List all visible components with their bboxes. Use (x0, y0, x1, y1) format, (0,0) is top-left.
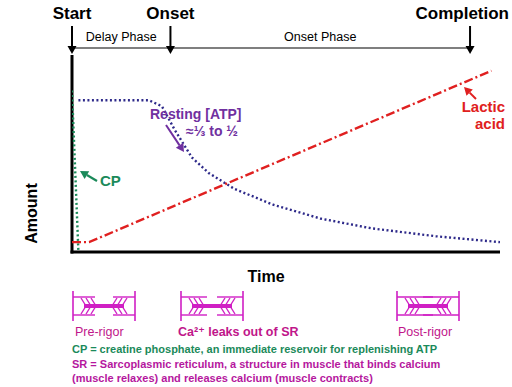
label-line: Lactic (462, 98, 505, 115)
cross-bridge (405, 306, 410, 314)
actin (113, 314, 135, 315)
event-arrow (68, 26, 77, 54)
arrow-head (166, 46, 175, 54)
cross-bridge (225, 306, 230, 314)
annotation-arrow (464, 87, 476, 99)
cross-bridge (91, 306, 96, 314)
annotation-arrow (166, 125, 184, 152)
cross-bridge (436, 298, 441, 306)
actin (73, 296, 95, 297)
actin (217, 314, 243, 315)
arrow-head (176, 143, 184, 152)
series-label: Lacticacid (462, 98, 505, 132)
series-line (72, 90, 78, 252)
arrow-head (68, 46, 77, 54)
cross-bridge (91, 298, 96, 306)
event-label: Start (53, 4, 92, 23)
series-line (72, 71, 491, 242)
cross-bridge (112, 306, 117, 314)
cross-bridge (220, 306, 225, 314)
event-label: Completion (416, 4, 510, 23)
cross-bridge (441, 306, 446, 314)
cross-bridge (117, 298, 122, 306)
actin (181, 314, 207, 315)
z-line (134, 291, 136, 321)
note: (muscle relaxes) and releases calcium (m… (72, 372, 373, 384)
annotation: ≈⅓ to ½ (186, 123, 238, 139)
cross-bridge (199, 298, 204, 306)
series-group (72, 71, 500, 252)
arrow-shaft (469, 26, 471, 46)
cross-bridge (405, 298, 410, 306)
stage-label: Ca²⁺ leaks out of SR (178, 325, 299, 339)
phase-label: Delay Phase (86, 30, 157, 44)
x-axis-label: Time (247, 268, 284, 285)
cross-bridge (122, 298, 127, 306)
chart: Start Onset Completion Delay Phase Onset Pha… (0, 0, 512, 387)
arrow-head (464, 87, 473, 96)
z-line (242, 291, 244, 321)
arrow-shaft (71, 26, 73, 46)
annotation-arrow (80, 171, 97, 181)
z-line (396, 291, 398, 321)
sarcomere-icon (181, 291, 243, 321)
arrow-shaft (166, 125, 180, 145)
stage-label: Post-rigor (398, 325, 452, 339)
arrow-shaft (169, 26, 171, 46)
y-axis (71, 55, 74, 254)
sarcomere-icon (397, 291, 459, 321)
cross-bridge (220, 298, 225, 306)
cross-bridge (410, 306, 415, 314)
cross-bridge (189, 306, 194, 314)
actin (217, 296, 243, 297)
cross-bridge (122, 306, 127, 314)
z-line (458, 291, 460, 321)
arrow-shaft (87, 175, 97, 181)
event-label: Onset (146, 4, 195, 23)
cross-bridge (194, 298, 199, 306)
series-label: CP (100, 172, 121, 189)
cross-bridge (230, 306, 235, 314)
cross-bridge (436, 306, 441, 314)
cross-bridge (446, 306, 451, 314)
cross-bridge (117, 306, 122, 314)
actin (423, 296, 459, 297)
cross-bridge (199, 306, 204, 314)
cross-bridge (86, 306, 91, 314)
cross-bridge (441, 298, 446, 306)
sarcomere-icon (73, 291, 135, 321)
event-arrow (466, 26, 475, 54)
stage-label: Pre-rigor (75, 325, 124, 339)
cross-bridge (415, 298, 420, 306)
cross-bridge (415, 306, 420, 314)
cross-bridge (81, 306, 86, 314)
phase-line (72, 47, 470, 48)
cross-bridge (189, 298, 194, 306)
actin (113, 296, 135, 297)
cross-bridge (446, 298, 451, 306)
arrow-head (80, 171, 89, 179)
actin (73, 314, 95, 315)
note: CP = creatine phosphate, an immediate re… (72, 343, 437, 355)
cross-bridge (81, 298, 86, 306)
series-label: Resting [ATP] (150, 106, 242, 122)
note: SR = Sarcoplasmic reticulum, a structure… (72, 358, 441, 370)
label-line: acid (475, 115, 505, 132)
z-line (180, 291, 182, 321)
arrow-shaft (470, 93, 476, 99)
y-axis-label: Amount (23, 183, 40, 244)
x-axis (71, 251, 501, 254)
cross-bridge (194, 306, 199, 314)
z-line (72, 291, 74, 321)
event-arrow (166, 26, 175, 54)
cross-bridge (225, 298, 230, 306)
cross-bridge (112, 298, 117, 306)
cross-bridge (410, 298, 415, 306)
phase-label: Onset Phase (284, 30, 356, 44)
cross-bridge (86, 298, 91, 306)
arrow-head (466, 46, 475, 54)
actin (181, 296, 207, 297)
cross-bridge (230, 298, 235, 306)
actin (423, 314, 459, 315)
